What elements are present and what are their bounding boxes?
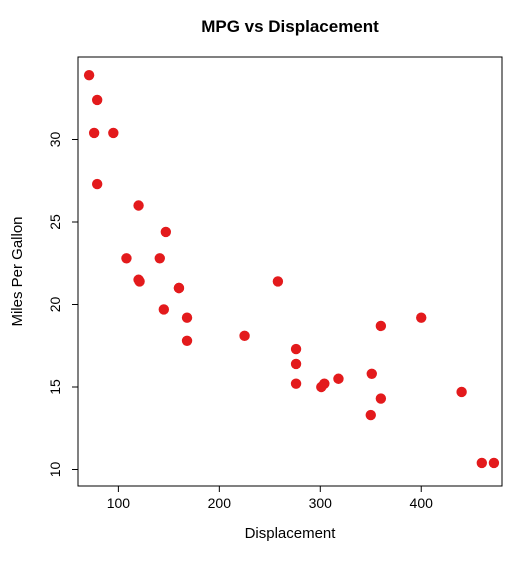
- data-point: [376, 321, 386, 331]
- data-point: [273, 276, 283, 286]
- chart-svg: MPG vs Displacement 100 200 300 400 10 15 20 25 3…: [0, 0, 522, 567]
- data-point: [416, 313, 426, 323]
- data-point: [456, 387, 466, 397]
- chart-title: MPG vs Displacement: [201, 17, 379, 36]
- plot-box: [78, 57, 502, 486]
- data-point: [133, 200, 143, 210]
- data-point: [477, 458, 487, 468]
- data-point: [155, 253, 165, 263]
- data-point: [376, 393, 386, 403]
- y-tick-label: 30: [47, 132, 63, 148]
- data-point: [121, 253, 131, 263]
- data-point: [333, 374, 343, 384]
- data-point: [291, 359, 301, 369]
- data-point: [92, 95, 102, 105]
- data-point: [316, 382, 326, 392]
- data-point: [367, 369, 377, 379]
- data-point: [89, 128, 99, 138]
- data-point: [489, 458, 499, 468]
- data-point: [239, 331, 249, 341]
- data-point: [182, 336, 192, 346]
- data-point: [84, 70, 94, 80]
- x-axis-label: Displacement: [245, 525, 337, 542]
- data-point: [159, 304, 169, 314]
- y-tick-label: 20: [47, 297, 63, 313]
- y-tick-label: 25: [47, 214, 63, 230]
- scatter-chart: MPG vs Displacement 100 200 300 400 10 15 20 25 3…: [0, 0, 522, 567]
- data-point: [134, 276, 144, 286]
- x-tick-label: 100: [107, 495, 131, 511]
- data-point: [366, 410, 376, 420]
- data-point: [291, 344, 301, 354]
- y-axis-label: Miles Per Gallon: [9, 216, 26, 326]
- data-point: [182, 313, 192, 323]
- data-point: [108, 128, 118, 138]
- x-tick-label: 300: [309, 495, 333, 511]
- data-point: [174, 283, 184, 293]
- y-tick-label: 10: [47, 462, 63, 478]
- data-point: [92, 179, 102, 189]
- x-tick-label: 200: [208, 495, 232, 511]
- x-tick-label: 400: [410, 495, 434, 511]
- data-point: [161, 227, 171, 237]
- data-point: [291, 379, 301, 389]
- y-tick-label: 15: [47, 379, 63, 395]
